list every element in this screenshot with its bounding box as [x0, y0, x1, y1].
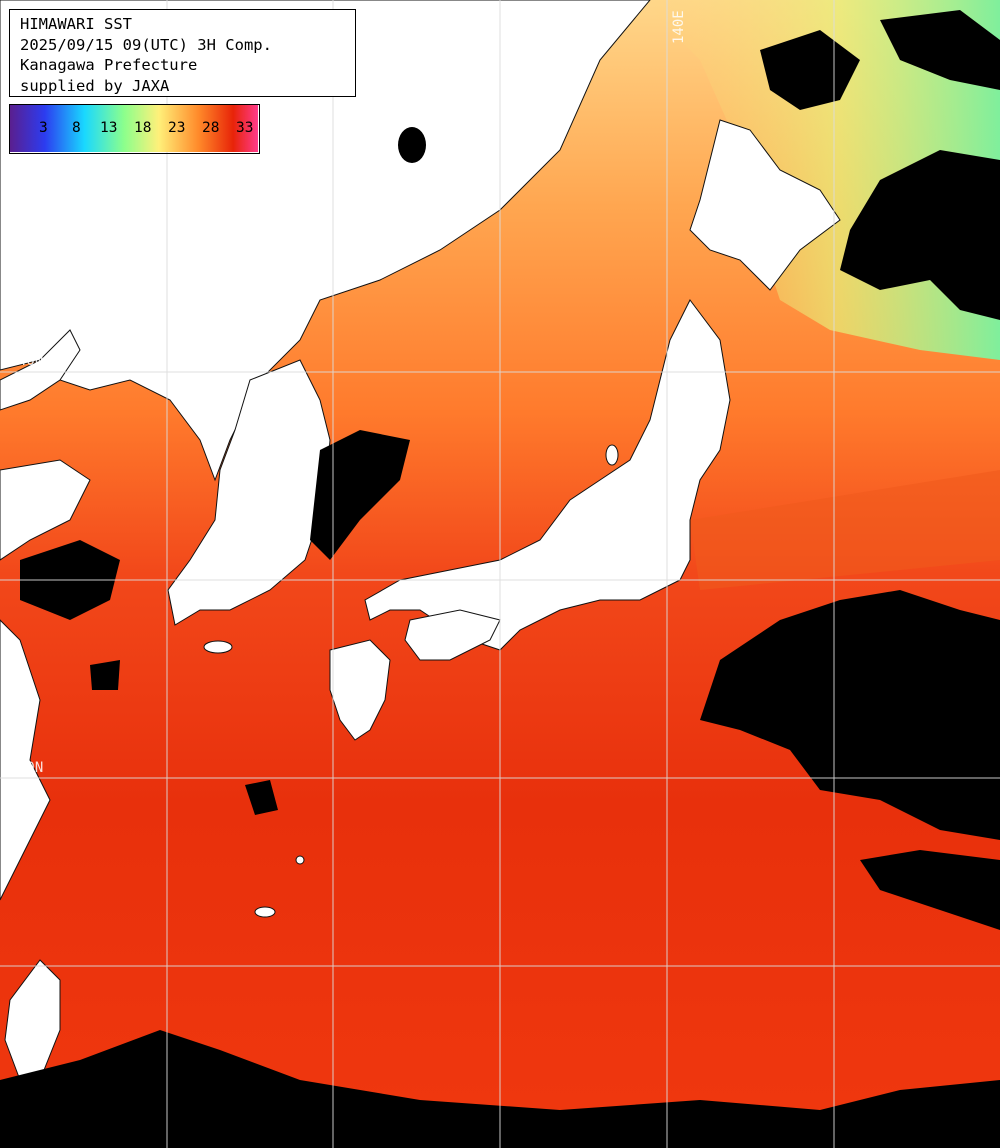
lat-label-30n: 30N [18, 760, 44, 776]
land-sado [605, 444, 619, 466]
cloud-japan-sea [310, 430, 410, 560]
legend-tick-28: 28 [202, 120, 220, 136]
legend-tick-8: 8 [72, 120, 81, 136]
land-china-coast-south [0, 619, 51, 901]
legend-tick-3: 3 [39, 120, 48, 136]
cloud-south [0, 1030, 1000, 1148]
land-jeju [203, 640, 233, 654]
legend-labels: 3 8 13 18 23 28 33 [10, 105, 259, 153]
land-ryukyu-1 [254, 906, 276, 918]
cloud-island-dot [398, 127, 426, 163]
cloud-small-1 [90, 660, 120, 690]
title-box: HIMAWARI SST 2025/09/15 09(UTC) 3H Comp.… [9, 9, 356, 97]
title-line-credit: supplied by JAXA [20, 76, 170, 95]
east-warm-band [690, 470, 1000, 590]
land-shandong [0, 329, 81, 411]
land-ryukyu-2 [295, 855, 305, 865]
title-line-datetime: 2025/09/15 09(UTC) 3H Comp. [20, 35, 272, 54]
cloud-east-2 [860, 850, 1000, 930]
color-legend: 3 8 13 18 23 28 33 [9, 104, 260, 154]
land-shikoku [404, 609, 501, 661]
land-china-coast [0, 459, 91, 561]
land-hokkaido [689, 119, 841, 291]
lon-label-140e: 140E [671, 10, 687, 44]
clouds [0, 10, 1000, 1148]
cloud-north-2 [880, 10, 1000, 90]
lat-label-40n: 40N [18, 353, 44, 369]
cloud-north-1 [760, 30, 860, 110]
title-line-product: HIMAWARI SST [20, 15, 132, 33]
legend-tick-23: 23 [168, 120, 186, 136]
legend-tick-33: 33 [236, 120, 254, 136]
land-korea [167, 359, 331, 626]
legend-tick-18: 18 [134, 120, 152, 136]
legend-gradient [10, 105, 258, 152]
legend-tick-13: 13 [100, 120, 118, 136]
cloud-small-2 [245, 780, 278, 815]
cloud-north-3 [840, 150, 1000, 320]
title-line-region: Kanagawa Prefecture [20, 56, 198, 74]
